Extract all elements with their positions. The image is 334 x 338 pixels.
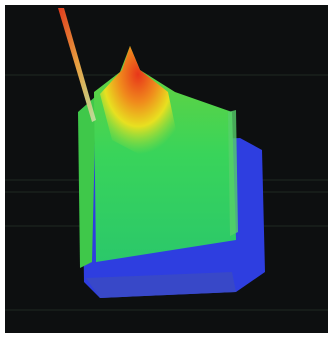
slab-edge xyxy=(228,110,238,236)
spike xyxy=(58,8,96,122)
slab-side xyxy=(78,96,96,268)
base-front xyxy=(86,272,236,298)
heat-peak xyxy=(100,46,176,160)
